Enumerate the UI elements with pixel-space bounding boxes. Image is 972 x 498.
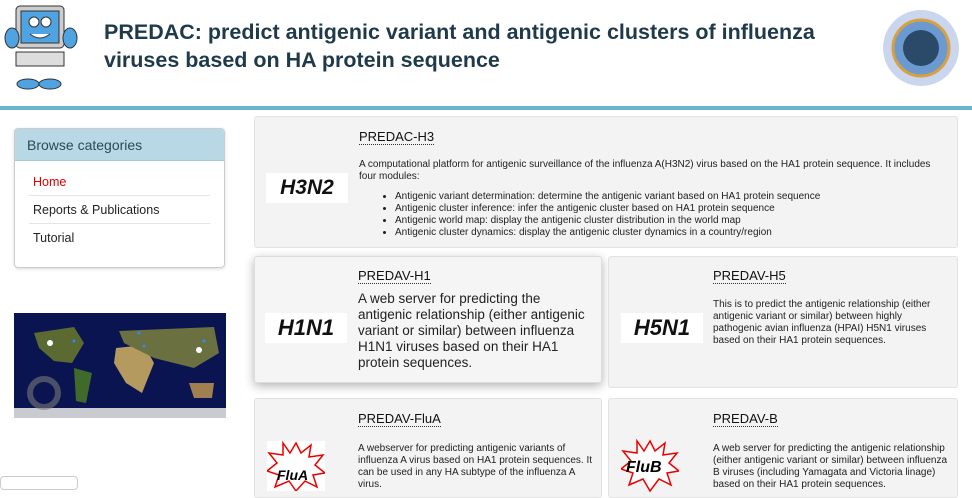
h1n1-logo: H1N1 — [265, 313, 347, 343]
h5n1-logo: H5N1 — [621, 313, 703, 343]
bottom-tab[interactable] — [0, 476, 78, 490]
description-text: A computational platform for antigenic s… — [359, 159, 931, 182]
module-item: Antigenic cluster dynamics: display the … — [395, 227, 949, 239]
predac-h3-description: A computational platform for antigenic s… — [359, 159, 949, 245]
card-predav-flua: FluA PREDAV-FluA A webserver for predict… — [254, 398, 602, 498]
sidebar-item-reports-publications[interactable]: Reports & Publications — [29, 196, 210, 224]
influenza-virus-icon — [883, 10, 959, 86]
predac-h3-link[interactable]: PREDAC-H3 — [359, 129, 435, 145]
predav-h1-description: A web server for predicting the antigeni… — [358, 291, 585, 370]
predav-h1-link[interactable]: PREDAV-H1 — [358, 268, 431, 284]
flua-logo-text: FluA — [277, 467, 309, 483]
predav-flua-link[interactable]: PREDAV-FluA — [358, 411, 441, 427]
flub-logo-text: FluB — [626, 459, 662, 476]
page-title: PREDAC: predict antigenic variant and an… — [104, 20, 815, 72]
visitor-world-map[interactable] — [14, 313, 226, 418]
predav-flua-description: A webserver for predicting antigenic var… — [358, 443, 593, 490]
card-predac-h3: H3N2 PREDAC-H3 A computational platform … — [254, 116, 958, 248]
module-item: Antigenic world map: display the antigen… — [395, 215, 949, 227]
card-predav-h1: H1N1 PREDAV-H1 A web server for predicti… — [254, 256, 602, 383]
predav-b-link[interactable]: PREDAV-B — [713, 411, 778, 427]
browse-categories-panel: Browse categories Home Reports & Publica… — [14, 128, 225, 268]
predav-h5-link[interactable]: PREDAV-H5 — [713, 268, 786, 284]
predav-b-description: A web server for predicting the antigeni… — [713, 443, 948, 490]
header: PREDAC: predict antigenic variant and an… — [0, 0, 972, 106]
card-predav-h5: H5N1 PREDAV-H5 This is to predict the an… — [608, 256, 958, 388]
predav-h5-description: This is to predict the antigenic relatio… — [713, 299, 931, 346]
browse-categories-heading: Browse categories — [15, 129, 224, 161]
computer-mascot-icon — [4, 5, 78, 90]
sidebar-item-tutorial[interactable]: Tutorial — [33, 231, 75, 245]
h3n2-logo: H3N2 — [266, 173, 348, 203]
card-predav-b: FluB PREDAV-B A web server for predictin… — [608, 398, 958, 498]
header-divider — [0, 106, 972, 110]
module-item: Antigenic cluster inference: infer the a… — [395, 203, 949, 215]
flua-logo — [267, 441, 325, 491]
sidebar-item-home[interactable]: Home — [29, 168, 210, 196]
module-item: Antigenic variant determination: determi… — [395, 191, 949, 203]
